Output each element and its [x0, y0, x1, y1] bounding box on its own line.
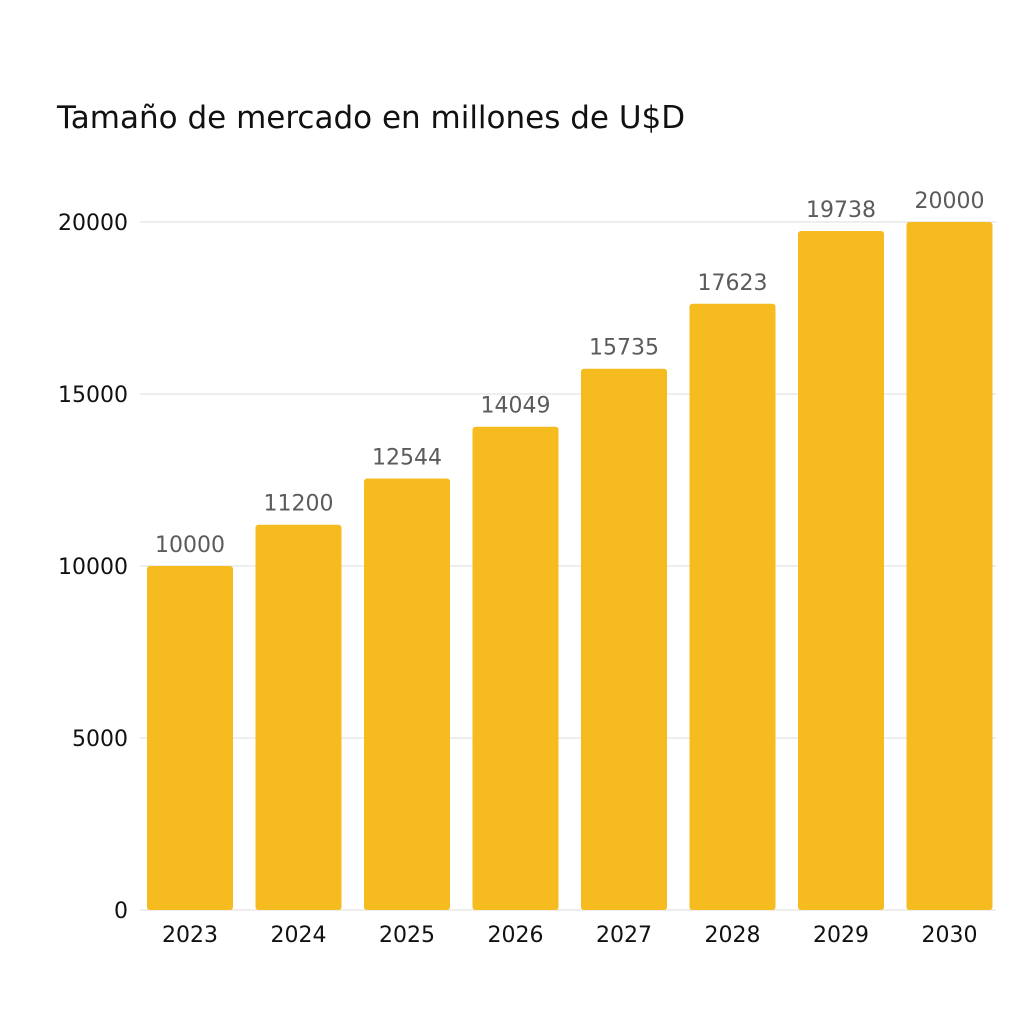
data-label: 15735 — [589, 336, 659, 361]
y-tick-label: 10000 — [58, 555, 128, 580]
x-tick-label: 2023 — [162, 923, 218, 948]
data-labels: 10000 11200 12544 14049 15735 17623 19738 20000 — [155, 189, 985, 558]
data-label: 20000 — [915, 189, 985, 214]
x-tick-label: 2026 — [488, 923, 544, 948]
data-label: 12544 — [372, 445, 442, 470]
bar-2025 — [364, 478, 450, 910]
y-tick-label: 20000 — [58, 211, 128, 236]
y-tick-label: 0 — [114, 899, 128, 924]
x-tick-label: 2030 — [922, 923, 978, 948]
bar-2027 — [581, 368, 667, 910]
chart-title: Tamaño de mercado en millones de U$D — [57, 100, 686, 136]
bars — [147, 222, 993, 910]
bar-2026 — [472, 426, 559, 910]
y-tick-label: 15000 — [58, 383, 128, 408]
bar-2024 — [255, 524, 342, 910]
data-label: 10000 — [155, 533, 225, 558]
data-label: 11200 — [264, 492, 334, 517]
x-tick-label: 2024 — [271, 923, 327, 948]
x-tick-label: 2025 — [379, 923, 435, 948]
bar-2030 — [906, 222, 993, 910]
data-label: 17623 — [698, 271, 768, 296]
bar-2023 — [147, 566, 233, 910]
data-label: 14049 — [481, 394, 551, 419]
x-tick-label: 2028 — [705, 923, 761, 948]
data-label: 19738 — [806, 198, 876, 223]
x-tick-label: 2027 — [596, 923, 652, 948]
x-tick-label: 2029 — [813, 923, 869, 948]
bar-2029 — [798, 231, 884, 910]
x-axis-ticks: 2023 2024 2025 2026 2027 2028 2029 2030 — [162, 923, 978, 948]
bar-2028 — [689, 303, 776, 910]
y-tick-label: 5000 — [72, 727, 128, 752]
y-axis-ticks: 0 5000 10000 15000 20000 — [58, 211, 128, 924]
